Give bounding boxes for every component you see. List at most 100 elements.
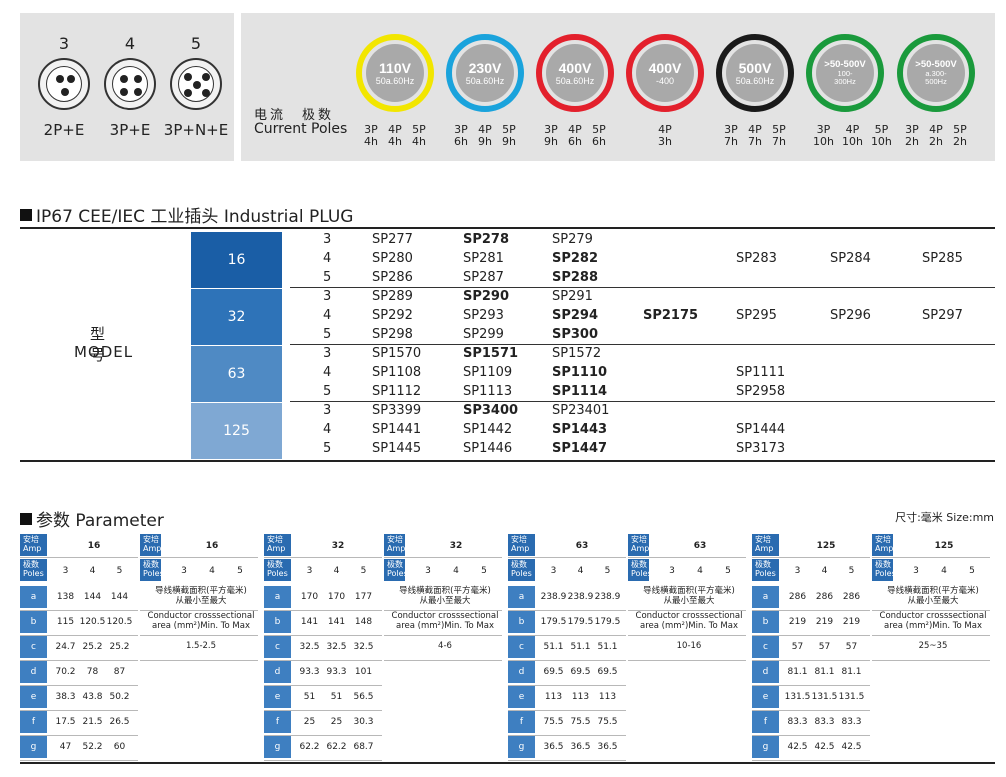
pole-hour-cell: 3P 9h [543, 124, 559, 148]
dimension-value: 69.5 [543, 667, 564, 677]
dimension-value: 93.3 [299, 667, 320, 677]
dimension-value: 81.1 [814, 667, 835, 677]
conductor-range: 25~35 [918, 641, 948, 651]
group-divider [290, 401, 995, 402]
voltage-frequency: a.300- 500Hz [925, 69, 947, 86]
pole-hour-group: 4P 3h [657, 124, 673, 148]
pole-count: 3P [364, 123, 378, 136]
amp-header-cell: 安培 Amp [140, 534, 161, 556]
voltage-ring-core: >50-500V 100- 300Hz [816, 44, 874, 102]
model-number: SP295 [736, 308, 777, 323]
amp-header-cell: 安培 Amp [508, 534, 535, 556]
model-number: SP1443 [552, 422, 608, 437]
hour-position: 4h [412, 135, 426, 148]
pole-count: 3P [544, 123, 558, 136]
model-number: SP280 [372, 251, 413, 266]
pole-count: 3 [323, 232, 332, 247]
model-number: SP1109 [463, 365, 513, 380]
dimension-value: 179.5 [540, 617, 567, 627]
model-number: SP297 [922, 308, 963, 323]
group-divider [290, 344, 995, 345]
model-number: SP1112 [372, 384, 422, 399]
dimension-value: 30.3 [353, 717, 374, 727]
dimension-value: 170 [300, 592, 319, 602]
amp-header-cell: 安培 Amp [628, 534, 649, 556]
voltage-ring-icon: 500V 50a.60Hz [716, 34, 794, 112]
model-number: SP285 [922, 251, 963, 266]
voltage-ring-icon: 230V 50a.60Hz [446, 34, 524, 112]
dimension-value: 219 [815, 617, 834, 627]
parameter-section-title: 参数 Parameter [20, 506, 164, 531]
pole-column-header: 5 [116, 566, 123, 576]
model-number: SP1114 [552, 384, 608, 399]
pole-hour-cell: 4P 9h [477, 124, 493, 148]
socket-pin-icon [120, 88, 128, 96]
socket-pin-icon [202, 89, 210, 97]
pole-count: 3 [323, 289, 332, 304]
dimension-value: 238.9 [540, 592, 567, 602]
model-number: SP286 [372, 270, 413, 285]
conductor-desc-zh: 导线横截面积(平方毫米) 从最小至最大 [887, 586, 979, 606]
model-number: SP300 [552, 327, 599, 342]
dimension-value: 115 [56, 617, 75, 627]
pole-column-header: 4 [209, 566, 215, 576]
model-number: SP23401 [552, 403, 610, 418]
voltage-ring-icon: >50-500V a.300- 500Hz [897, 34, 975, 112]
hour-position: 7h [724, 135, 738, 148]
row-divider [508, 735, 626, 736]
model-label-en: MODEL [74, 343, 134, 361]
row-divider [264, 635, 382, 636]
model-number: SP1571 [463, 346, 519, 361]
pole-count: 4P [478, 123, 492, 136]
dimension-label: f [508, 711, 535, 733]
dimension-value: 62.2 [299, 742, 320, 752]
amp-rating-block: 32 [191, 289, 282, 345]
header-divider [264, 557, 382, 558]
pole-hour-group: 3P 6h 4P 9h 5P 9h [453, 124, 517, 148]
header-divider [20, 557, 138, 558]
dimension-value: 93.3 [326, 667, 347, 677]
model-number: SP290 [463, 289, 510, 304]
voltage-ring-icon: 400V 50a.60Hz [536, 34, 614, 112]
pole-column-header: 3 [181, 566, 187, 576]
dimension-value: 25 [330, 717, 343, 727]
pole-column-header: 5 [725, 566, 731, 576]
amp-rating-block: 63 [191, 346, 282, 402]
dimension-value: 57 [845, 642, 858, 652]
dimension-label: g [264, 736, 291, 758]
row-divider [20, 685, 138, 686]
voltage-frequency: 50a.60Hz [465, 75, 505, 86]
model-number: SP1442 [463, 422, 513, 437]
amp-value: 125 [816, 541, 836, 551]
pole-hour-cell: 3P 7h [723, 124, 739, 148]
model-number: SP1447 [552, 441, 608, 456]
model-number: SP293 [463, 308, 504, 323]
dimension-value: 113 [571, 692, 590, 702]
amp-value: 16 [87, 541, 101, 551]
dimension-label: b [508, 611, 535, 633]
dimension-label: e [264, 686, 291, 708]
header-divider [628, 557, 746, 558]
model-number: SP281 [463, 251, 504, 266]
pole-column-header: 3 [62, 566, 69, 576]
pole-column-header: 4 [333, 566, 340, 576]
dimension-value: 138 [56, 592, 75, 602]
row-divider [752, 660, 870, 661]
row-divider [20, 735, 138, 736]
dimension-value: 56.5 [353, 692, 374, 702]
model-number: SP1572 [552, 346, 602, 361]
pole-hour-cell: 5P 2h [952, 124, 968, 148]
row-divider [20, 760, 138, 761]
model-label-zh: 型号 [90, 325, 108, 364]
amp-value: 63 [575, 541, 589, 551]
dimension-value: 42.5 [841, 742, 862, 752]
pole-count: 4 [323, 251, 332, 266]
voltage-value: >50-500V [915, 59, 957, 70]
dimension-value: 177 [354, 592, 373, 602]
conductor-desc-zh: 导线横截面积(平方毫米) 从最小至最大 [399, 586, 491, 606]
voltage-ring-core: 110V 50a.60Hz [366, 44, 424, 102]
dimension-value: 42.5 [787, 742, 808, 752]
pole-column-header: 4 [821, 566, 828, 576]
dimension-label: f [264, 711, 291, 733]
dimension-label: d [752, 661, 779, 683]
